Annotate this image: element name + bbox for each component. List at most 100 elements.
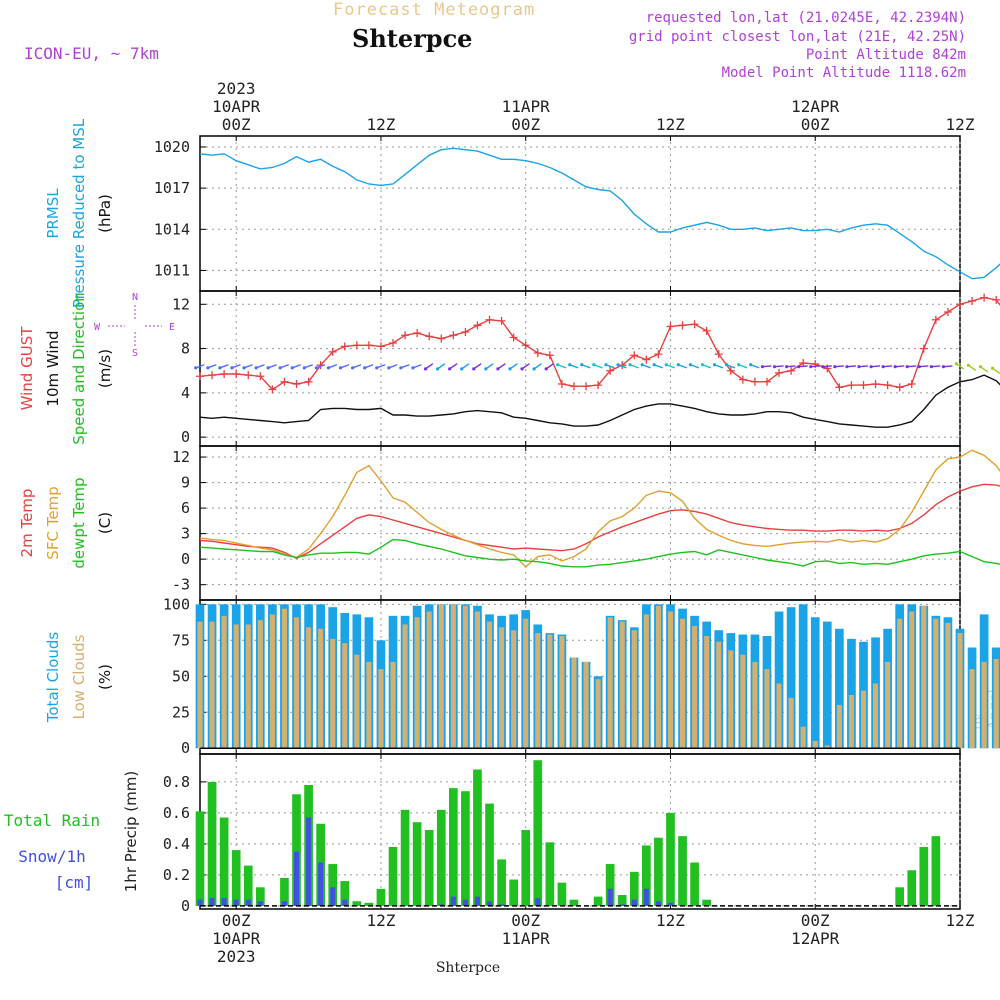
precip-legend-label: Snow/1h bbox=[18, 847, 85, 866]
total-rain-bar bbox=[497, 859, 506, 906]
wind-arrow-head bbox=[990, 366, 995, 370]
low-clouds-bar bbox=[354, 654, 360, 749]
total-rain-bar bbox=[195, 811, 205, 906]
low-clouds-bar bbox=[583, 661, 589, 749]
gust-marker bbox=[376, 342, 385, 351]
low-clouds-bar bbox=[692, 625, 698, 749]
total-rain-bar bbox=[219, 817, 229, 906]
bottom-tick-label: 00Z bbox=[801, 911, 830, 930]
gust-marker bbox=[895, 383, 904, 392]
y-tick-label: 9 bbox=[181, 474, 190, 492]
gust-marker bbox=[545, 351, 554, 360]
low-clouds-bar bbox=[969, 669, 975, 749]
low-clouds-bar bbox=[474, 611, 480, 749]
gust-marker bbox=[473, 321, 482, 330]
gust-marker bbox=[594, 381, 603, 390]
bottom-tick-label: 12Z bbox=[946, 911, 975, 930]
low-clouds-bar bbox=[511, 630, 517, 749]
snow-1h-bar bbox=[281, 901, 287, 906]
total-rain-bar bbox=[424, 829, 434, 906]
low-clouds-bar bbox=[945, 623, 951, 749]
gust-marker bbox=[425, 332, 434, 341]
low-clouds-bar bbox=[318, 628, 324, 749]
low-clouds-bar bbox=[438, 604, 444, 749]
top-tick-label: 10APR bbox=[212, 97, 261, 116]
low-clouds-bar bbox=[245, 624, 251, 749]
gust-marker bbox=[352, 341, 361, 350]
gust-marker bbox=[642, 355, 651, 364]
bottom-tick-label: 2023 bbox=[217, 947, 256, 966]
top-tick-label: 12Z bbox=[656, 115, 685, 134]
bottom-tick-label: 12APR bbox=[791, 929, 840, 948]
wind-arrow-head bbox=[314, 366, 319, 370]
bottom-tick-label: 12Z bbox=[656, 911, 685, 930]
gust-marker bbox=[196, 372, 204, 381]
y-tick-label: 12 bbox=[172, 448, 190, 466]
wind-arrow-head bbox=[496, 367, 500, 371]
wind-arrow-head bbox=[881, 365, 885, 369]
wind-panel: 0 4 8 12 Wind GUST 10m Wind Speed and Directio… bbox=[18, 290, 1000, 447]
total-clouds-bar bbox=[835, 628, 844, 749]
gust-marker bbox=[304, 377, 313, 386]
y-tick-label: 0 bbox=[181, 428, 190, 446]
gust-marker bbox=[980, 293, 989, 302]
snow-1h-bar bbox=[330, 887, 336, 906]
gust-marker bbox=[256, 372, 265, 381]
gust-marker bbox=[666, 322, 675, 331]
total-rain-bar bbox=[473, 769, 482, 906]
total-rain-bar bbox=[629, 871, 639, 906]
gust-marker bbox=[702, 326, 711, 335]
low-clouds-bar bbox=[643, 614, 649, 749]
low-clouds-bar bbox=[824, 745, 830, 749]
gust-marker bbox=[485, 315, 494, 324]
wind-arrow-head bbox=[616, 363, 620, 367]
gust-marker bbox=[521, 341, 530, 350]
snow-1h-bar bbox=[318, 862, 324, 906]
bottom-tick-label: 00Z bbox=[511, 911, 540, 930]
low-clouds-bar bbox=[426, 611, 432, 749]
total-rain-bar bbox=[448, 788, 458, 906]
snow-1h-bar bbox=[462, 899, 468, 906]
wind-arrow-head bbox=[821, 365, 825, 369]
gust-marker bbox=[364, 341, 373, 350]
wind-arrow-head bbox=[472, 367, 476, 371]
wind-arrow-head bbox=[978, 365, 983, 369]
low-clouds-bar bbox=[306, 627, 312, 749]
gust-marker bbox=[630, 351, 639, 360]
wind-arrow-head bbox=[399, 366, 403, 370]
panel-label: (C) bbox=[96, 512, 114, 534]
wind-arrow-head bbox=[785, 365, 789, 369]
panel-label: SFC Temp bbox=[44, 486, 62, 559]
gust-marker bbox=[582, 382, 591, 391]
low-clouds-bar bbox=[788, 697, 794, 749]
low-clouds-bar bbox=[776, 683, 782, 749]
y-tick-label: 0.2 bbox=[163, 866, 190, 884]
gust-marker bbox=[943, 308, 952, 317]
snow-1h-bar bbox=[342, 899, 348, 906]
total-rain-bar bbox=[690, 862, 699, 906]
low-clouds-bar bbox=[499, 627, 505, 749]
panel-label: dewpt Temp bbox=[70, 477, 88, 568]
low-clouds-bar bbox=[764, 669, 770, 749]
low-clouds-bar bbox=[631, 630, 637, 749]
wind-arrow-head bbox=[278, 366, 282, 370]
gust-marker bbox=[762, 377, 771, 386]
bottom-tick-label: 11APR bbox=[502, 929, 551, 948]
gust-marker bbox=[606, 366, 615, 375]
gust-marker bbox=[401, 331, 410, 340]
wind-arrow-head bbox=[218, 366, 222, 370]
y-tick-label: 0 bbox=[181, 897, 190, 915]
wind-arrow-head bbox=[676, 363, 680, 367]
gust-marker bbox=[992, 295, 1000, 304]
wind-arrow-head bbox=[206, 366, 210, 370]
low-clouds-bar bbox=[873, 683, 879, 749]
wind-arrow-head bbox=[797, 365, 801, 369]
total-rain-bar bbox=[907, 870, 917, 906]
total-rain-bar bbox=[400, 809, 410, 906]
low-clouds-bar bbox=[366, 661, 372, 749]
total-clouds-bar bbox=[786, 607, 796, 749]
wind-arrow-head bbox=[460, 367, 464, 371]
wind-arrow-head bbox=[290, 366, 294, 370]
low-clouds-bar bbox=[450, 604, 456, 749]
wind-arrow-head bbox=[869, 365, 873, 369]
